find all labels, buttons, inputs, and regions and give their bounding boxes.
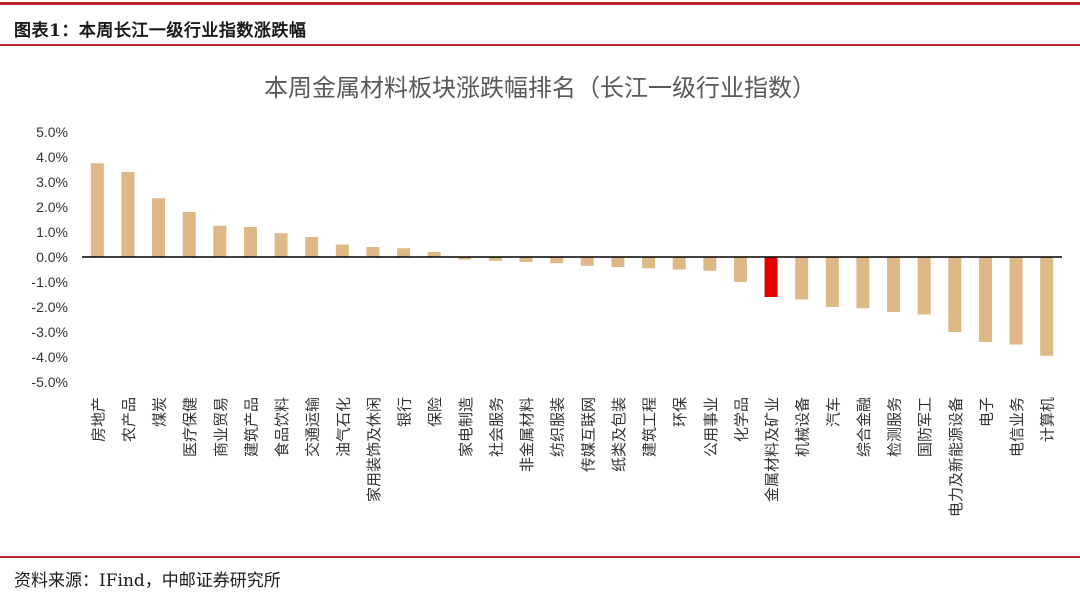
bar xyxy=(642,257,656,269)
y-tick-label: 4.0% xyxy=(36,149,68,165)
y-tick-label: 5.0% xyxy=(36,124,68,140)
x-tick-label: 煤炭 xyxy=(151,397,169,427)
bar xyxy=(672,257,686,270)
x-tick-label: 综合金融 xyxy=(855,397,873,457)
x-tick-label: 农产品 xyxy=(120,397,138,442)
x-tick-label: 非金属材料 xyxy=(518,397,536,472)
y-tick-label: -3.0% xyxy=(31,324,68,340)
bar xyxy=(152,198,166,257)
x-tick-label: 食品饮料 xyxy=(273,397,291,457)
y-tick-label: 3.0% xyxy=(36,174,68,190)
x-tick-label: 家用装饰及休闲 xyxy=(365,397,383,502)
y-tick-label: -4.0% xyxy=(31,349,68,365)
bar xyxy=(335,244,349,257)
x-tick-label: 金属材料及矿业 xyxy=(763,397,781,502)
bar xyxy=(733,257,747,282)
bar xyxy=(1009,257,1023,345)
bar xyxy=(703,257,717,271)
bar xyxy=(90,163,104,257)
x-tick-label: 检测服务 xyxy=(886,397,904,457)
bar xyxy=(948,257,962,332)
x-tick-label: 社会服务 xyxy=(487,397,505,457)
x-tick-label: 国防军工 xyxy=(916,397,934,457)
bar xyxy=(917,257,931,315)
x-tick-label: 化学品 xyxy=(732,397,750,442)
x-tick-label: 纸类及包装 xyxy=(610,397,628,472)
source-note: 资料来源：IFind，中邮证券研究所 xyxy=(14,571,281,591)
x-tick-label: 房地产 xyxy=(89,397,107,442)
x-tick-label: 计算机 xyxy=(1039,397,1057,442)
bottom-rule xyxy=(0,556,1080,558)
bar xyxy=(366,247,380,257)
bar xyxy=(580,257,594,266)
x-tick-label: 建筑工程 xyxy=(641,397,659,457)
bar xyxy=(1040,257,1054,356)
x-tick-label: 汽车 xyxy=(824,397,842,427)
bar-chart: 本周金属材料板块涨跌幅排名（长江一级行业指数） 5.0% 4.0% 3.0% 2.0%… xyxy=(31,74,1062,517)
x-axis-labels: 房地产 农产品 煤炭 医疗保健 商业贸易 建筑产品 食品饮料 交通运输 油气石化 家用装饰及休闲银… xyxy=(89,397,1056,517)
bar xyxy=(825,257,839,307)
bar xyxy=(182,212,196,257)
y-axis-ticks: 5.0% 4.0% 3.0% 2.0% 1.0% 0.0% -1.0% -2.0% -3.0% -… xyxy=(31,124,68,390)
y-tick-label: -2.0% xyxy=(31,299,68,315)
bar xyxy=(243,227,257,257)
bar xyxy=(305,237,319,257)
bar xyxy=(795,257,809,300)
bar xyxy=(856,257,870,309)
x-tick-label: 油气石化 xyxy=(334,397,352,457)
x-tick-label: 交通运输 xyxy=(304,397,322,457)
x-tick-label: 银行 xyxy=(396,397,414,427)
y-tick-label: 2.0% xyxy=(36,199,68,215)
bar xyxy=(978,257,992,342)
x-tick-label: 建筑产品 xyxy=(242,397,260,457)
bar xyxy=(397,248,411,257)
x-tick-label: 医疗保健 xyxy=(181,397,199,457)
x-tick-label: 环保 xyxy=(671,397,689,427)
x-tick-label: 传媒互联网 xyxy=(579,397,597,472)
bar xyxy=(519,257,533,262)
bars xyxy=(90,163,1054,356)
bar xyxy=(458,257,472,260)
figure-label: 图表1：本周长江一级行业指数涨跌幅 xyxy=(14,21,307,41)
x-tick-label: 电子 xyxy=(977,397,995,427)
bar xyxy=(611,257,625,267)
header-rule xyxy=(0,44,1080,46)
bar xyxy=(887,257,901,312)
bar xyxy=(213,225,227,257)
bar xyxy=(488,257,502,261)
x-tick-label: 家电制造 xyxy=(457,397,475,457)
bar xyxy=(427,252,441,257)
bar xyxy=(764,257,778,297)
x-tick-label: 机械设备 xyxy=(794,397,812,457)
x-tick-label: 公用事业 xyxy=(702,397,720,457)
x-tick-label: 保险 xyxy=(426,397,444,427)
y-tick-label: -5.0% xyxy=(31,374,68,390)
bar xyxy=(550,257,564,264)
x-tick-label: 电信业务 xyxy=(1008,397,1026,457)
bar xyxy=(121,172,135,257)
y-tick-label: 1.0% xyxy=(36,224,68,240)
chart-title: 本周金属材料板块涨跌幅排名（长江一级行业指数） xyxy=(264,74,816,102)
x-tick-label: 纺织服装 xyxy=(549,397,567,457)
y-tick-label: -1.0% xyxy=(31,274,68,290)
bar xyxy=(274,233,288,257)
x-tick-label: 电力及新能源设备 xyxy=(947,397,965,517)
top-rule xyxy=(0,2,1080,5)
x-tick-label: 商业贸易 xyxy=(212,397,230,457)
y-tick-label: 0.0% xyxy=(36,249,68,265)
